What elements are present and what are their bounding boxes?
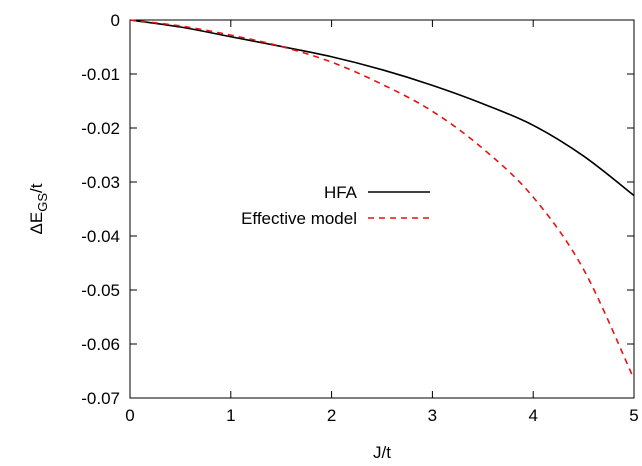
x-tick-label: 0 xyxy=(125,406,134,425)
tick-labels: 0 1 2 3 4 5 0 -0.01 -0.02 -0.03 -0.04 -0.05 -0.06 -0.… xyxy=(81,11,638,425)
plot-frame xyxy=(129,19,635,399)
series-line-hfa xyxy=(129,19,635,197)
series-layer xyxy=(129,19,635,380)
y-tick-label: -0.07 xyxy=(81,389,120,408)
x-tick-label: 2 xyxy=(327,406,336,425)
legend-label-effective-model: Effective model xyxy=(241,209,357,228)
y-axis-label-subscript: GS xyxy=(35,193,50,212)
y-tick-label: -0.02 xyxy=(81,119,120,138)
x-tick-label: 1 xyxy=(226,406,235,425)
x-axis-label: J/t xyxy=(373,443,391,462)
y-axis-label-suffix: /t xyxy=(27,183,46,193)
y-axis-label-prefix: ΔE xyxy=(27,212,46,235)
y-tick-label: -0.04 xyxy=(81,227,120,246)
x-tick-label: 5 xyxy=(629,406,638,425)
y-tick-label: -0.03 xyxy=(81,173,120,192)
tick-marks xyxy=(129,19,635,399)
y-tick-label: -0.01 xyxy=(81,65,120,84)
x-tick-label: 3 xyxy=(428,406,437,425)
y-tick-label: -0.06 xyxy=(81,335,120,354)
legend: HFA Effective model xyxy=(241,183,430,228)
y-axis-label: ΔEGS/t xyxy=(27,183,50,234)
series-line-effective-model xyxy=(129,19,635,380)
y-tick-label: 0 xyxy=(111,11,120,30)
y-tick-label: -0.05 xyxy=(81,281,120,300)
x-tick-label: 4 xyxy=(528,406,537,425)
legend-label-hfa: HFA xyxy=(324,183,358,202)
